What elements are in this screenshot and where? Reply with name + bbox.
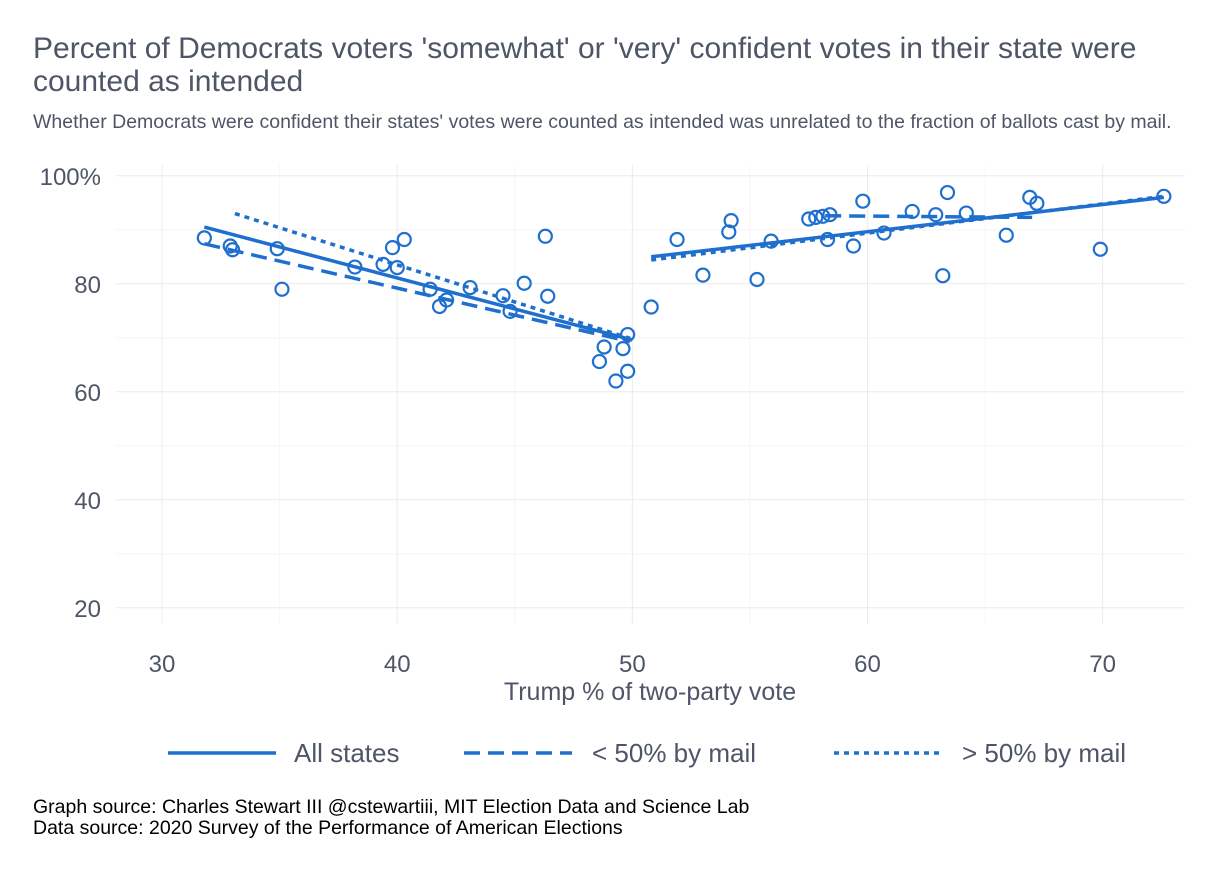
- fit-line-dotted: [234, 211, 631, 341]
- data-point: [537, 228, 553, 244]
- chart-subtitle: Whether Democrats were confident their s…: [33, 111, 1172, 133]
- legend-label: < 50% by mail: [592, 738, 756, 768]
- data-point: [935, 268, 951, 284]
- data-point: [620, 326, 636, 343]
- data-point: [438, 292, 455, 308]
- data-points: [196, 184, 1172, 389]
- data-point: [269, 241, 285, 257]
- y-tick-label: 100%: [40, 164, 101, 191]
- data-point: [540, 288, 556, 304]
- fit-line-dashed: [203, 242, 631, 344]
- data-point: [695, 267, 711, 283]
- data-point: [998, 227, 1014, 243]
- data-point: [274, 281, 290, 297]
- data-point: [763, 233, 779, 249]
- caption-graph-source: Graph source: Charles Stewart III @cstew…: [33, 796, 750, 818]
- data-point: [375, 256, 391, 272]
- data-point: [819, 231, 836, 248]
- data-point: [347, 259, 363, 275]
- data-point: [1156, 188, 1172, 204]
- x-tick-label: 30: [149, 651, 176, 678]
- legend: All states < 50% by mail > 50% by mail: [168, 738, 1126, 768]
- x-tick-label: 70: [1089, 651, 1116, 678]
- data-point: [596, 339, 612, 355]
- x-tick-label: 40: [384, 651, 411, 678]
- data-point: [422, 281, 438, 297]
- x-axis-label: Trump % of two-party vote: [504, 678, 796, 706]
- x-tick-label: 60: [854, 651, 881, 678]
- legend-label: All states: [294, 738, 400, 768]
- grid-lines: [115, 165, 1185, 624]
- data-point: [462, 279, 478, 296]
- data-point: [608, 373, 624, 389]
- fit-line-solid: [203, 225, 633, 342]
- data-point: [591, 353, 608, 370]
- data-point: [808, 209, 824, 225]
- fit-line-dotted: [650, 194, 1165, 262]
- data-point: [643, 299, 659, 315]
- legend-label: > 50% by mail: [962, 738, 1126, 768]
- data-point: [801, 211, 817, 227]
- x-tick-label: 50: [619, 651, 646, 678]
- data-point: [855, 193, 871, 209]
- data-point: [620, 363, 636, 379]
- chart-caption: Graph source: Charles Stewart III @cstew…: [33, 797, 1198, 839]
- fit-lines: [203, 194, 1165, 344]
- y-tick-label: 80: [74, 272, 101, 299]
- data-point: [958, 205, 974, 221]
- data-point: [384, 240, 401, 256]
- data-point: [928, 207, 944, 223]
- data-point: [845, 238, 862, 254]
- data-point: [822, 207, 838, 223]
- y-tick-label: 60: [74, 380, 101, 407]
- y-tick-label: 40: [74, 488, 101, 515]
- data-point: [723, 213, 739, 229]
- y-tick-label: 20: [74, 596, 101, 623]
- data-point: [876, 225, 892, 241]
- data-point: [389, 260, 405, 276]
- data-point: [615, 341, 631, 357]
- data-point: [1092, 241, 1108, 257]
- data-point: [815, 208, 831, 224]
- data-point: [939, 184, 956, 201]
- data-point: [196, 230, 212, 246]
- data-point: [749, 271, 765, 288]
- chart-title: Percent of Democrats voters 'somewhat' o…: [33, 32, 1137, 98]
- data-point: [495, 288, 511, 304]
- data-point: [396, 231, 412, 248]
- caption-data-source: Data source: 2020 Survey of the Performa…: [33, 817, 623, 839]
- data-point: [502, 303, 518, 319]
- data-point: [1029, 195, 1045, 211]
- data-point: [224, 242, 241, 258]
- data-point: [669, 231, 685, 248]
- data-point: [721, 224, 737, 240]
- data-point: [904, 203, 920, 220]
- data-point: [516, 275, 532, 291]
- axis-tick-labels: 20 40 60 80 100% 30 40 50 60 70: [40, 164, 1116, 678]
